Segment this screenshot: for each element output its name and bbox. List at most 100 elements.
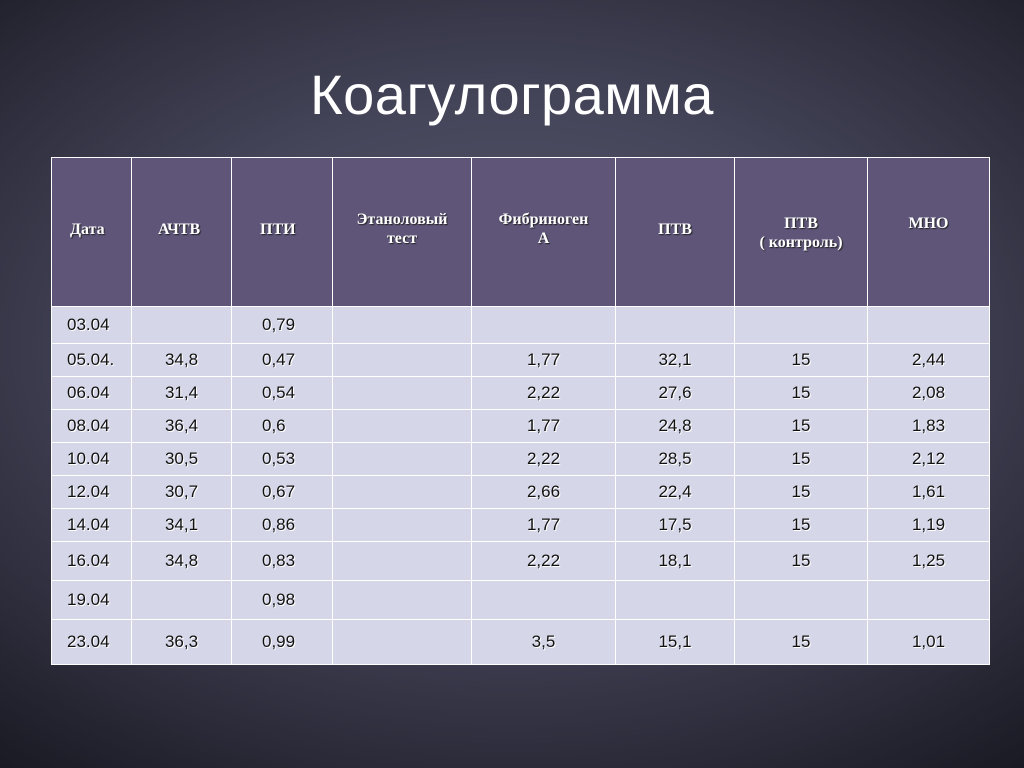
- cell-ptv: 15,1: [615, 619, 735, 665]
- cell-ptv: 22,4: [615, 475, 735, 509]
- cell-ethanol: [332, 619, 472, 665]
- cell-inr: 1,25: [867, 541, 990, 581]
- cell-date: 14.04: [51, 508, 132, 542]
- cell-date: 19.04: [51, 580, 132, 620]
- cell-ptv-control: 15: [734, 541, 868, 581]
- header-ethanol-line1: Этаноловый: [356, 211, 448, 228]
- cell-date: 05.04.: [51, 343, 132, 377]
- header-ptv: ПТВ: [615, 157, 735, 307]
- table-row: 16.04 34,8 0,83 2,22 18,1 15 1,25: [51, 541, 990, 581]
- cell-ethanol: [332, 508, 472, 542]
- cell-date: 03.04: [51, 306, 132, 344]
- cell-inr: 2,08: [867, 376, 990, 410]
- header-date: Дата: [51, 157, 132, 307]
- table-row: 14.04 34,1 0,86 1,77 17,5 15 1,19: [51, 508, 990, 542]
- cell-pti: 0,83: [231, 541, 333, 581]
- cell-ptv-control: 15: [734, 376, 868, 410]
- cell-ptv-control: 15: [734, 508, 868, 542]
- cell-aptt: 30,7: [131, 475, 232, 509]
- cell-ptv-control: 15: [734, 343, 868, 377]
- cell-date: 16.04: [51, 541, 132, 581]
- table-row: 23.04 36,3 0,99 3,5 15,1 15 1,01: [51, 619, 990, 665]
- cell-fibrinogen: 2,22: [471, 442, 616, 476]
- cell-inr: [867, 580, 990, 620]
- cell-pti: 0,99: [231, 619, 333, 665]
- cell-inr: 1,19: [867, 508, 990, 542]
- cell-aptt: [131, 580, 232, 620]
- cell-fibrinogen: 2,66: [471, 475, 616, 509]
- cell-aptt: 36,4: [131, 409, 232, 443]
- cell-inr: 2,44: [867, 343, 990, 377]
- cell-ptv: 17,5: [615, 508, 735, 542]
- header-fibrinogen-line1: Фибриноген: [498, 211, 589, 228]
- cell-date: 06.04: [51, 376, 132, 410]
- header-row: Дата АЧТВ ПТИ Этаноловый тест Фибриноген…: [51, 157, 990, 307]
- cell-fibrinogen: [471, 580, 616, 620]
- header-inr-label: МНО: [908, 215, 949, 232]
- cell-date: 10.04: [51, 442, 132, 476]
- slide-title: Коагулограмма: [310, 63, 714, 126]
- table-row: 03.04 0,79: [51, 306, 990, 344]
- cell-ptv-control: 15: [734, 475, 868, 509]
- table-row: 10.04 30,5 0,53 2,22 28,5 15 2,12: [51, 442, 990, 476]
- header-pti-label: ПТИ: [260, 221, 296, 238]
- header-inr: МНО: [867, 157, 990, 307]
- cell-aptt: 34,1: [131, 508, 232, 542]
- cell-pti: 0,67: [231, 475, 333, 509]
- cell-ptv: [615, 306, 735, 344]
- table-row: 05.04. 34,8 0,47 1,77 32,1 15 2,44: [51, 343, 990, 377]
- cell-aptt: 36,3: [131, 619, 232, 665]
- cell-fibrinogen: 3,5: [471, 619, 616, 665]
- cell-ptv: 27,6: [615, 376, 735, 410]
- cell-aptt: [131, 306, 232, 344]
- cell-fibrinogen: [471, 306, 616, 344]
- cell-date: 12.04: [51, 475, 132, 509]
- cell-fibrinogen: 2,22: [471, 541, 616, 581]
- cell-pti: 0,79: [231, 306, 333, 344]
- header-aptt-label: АЧТВ: [158, 221, 201, 238]
- cell-fibrinogen: 1,77: [471, 508, 616, 542]
- header-ptv-label: ПТВ: [658, 221, 692, 238]
- table-row: 12.04 30,7 0,67 2,66 22,4 15 1,61: [51, 475, 990, 509]
- cell-date: 23.04: [51, 619, 132, 665]
- header-ethanol-line2: тест: [386, 230, 418, 247]
- header-ptv-control-line2: ( контроль): [759, 234, 843, 251]
- cell-pti: 0,86: [231, 508, 333, 542]
- cell-ptv-control: [734, 580, 868, 620]
- cell-inr: 1,83: [867, 409, 990, 443]
- cell-fibrinogen: 2,22: [471, 376, 616, 410]
- header-ethanol-test: Этаноловый тест: [332, 157, 472, 307]
- cell-inr: [867, 306, 990, 344]
- cell-ptv: 18,1: [615, 541, 735, 581]
- cell-ptv: [615, 580, 735, 620]
- cell-ptv-control: 15: [734, 409, 868, 443]
- cell-ethanol: [332, 475, 472, 509]
- cell-ptv: 28,5: [615, 442, 735, 476]
- cell-ethanol: [332, 376, 472, 410]
- cell-ptv-control: [734, 306, 868, 344]
- cell-aptt: 34,8: [131, 541, 232, 581]
- header-ptv-control-line1: ПТВ: [784, 215, 818, 232]
- cell-ptv-control: 15: [734, 442, 868, 476]
- cell-inr: 2,12: [867, 442, 990, 476]
- header-date-label: Дата: [70, 221, 105, 238]
- header-aptt: АЧТВ: [131, 157, 232, 307]
- cell-pti: 0,6: [231, 409, 333, 443]
- header-ptv-control: ПТВ ( контроль): [734, 157, 868, 307]
- cell-fibrinogen: 1,77: [471, 343, 616, 377]
- cell-ethanol: [332, 343, 472, 377]
- cell-pti: 0,53: [231, 442, 333, 476]
- cell-inr: 1,61: [867, 475, 990, 509]
- cell-pti: 0,47: [231, 343, 333, 377]
- table-row: 06.04 31,4 0,54 2,22 27,6 15 2,08: [51, 376, 990, 410]
- cell-ethanol: [332, 541, 472, 581]
- cell-ethanol: [332, 409, 472, 443]
- table-row: 08.04 36,4 0,6 1,77 24,8 15 1,83: [51, 409, 990, 443]
- cell-fibrinogen: 1,77: [471, 409, 616, 443]
- cell-ethanol: [332, 442, 472, 476]
- header-pti: ПТИ: [231, 157, 333, 307]
- table-row: 19.04 0,98: [51, 580, 990, 620]
- cell-ptv: 24,8: [615, 409, 735, 443]
- header-fibrinogen-line2: А: [537, 230, 550, 247]
- coagulogram-table: Дата АЧТВ ПТИ Этаноловый тест Фибриноген…: [51, 157, 990, 665]
